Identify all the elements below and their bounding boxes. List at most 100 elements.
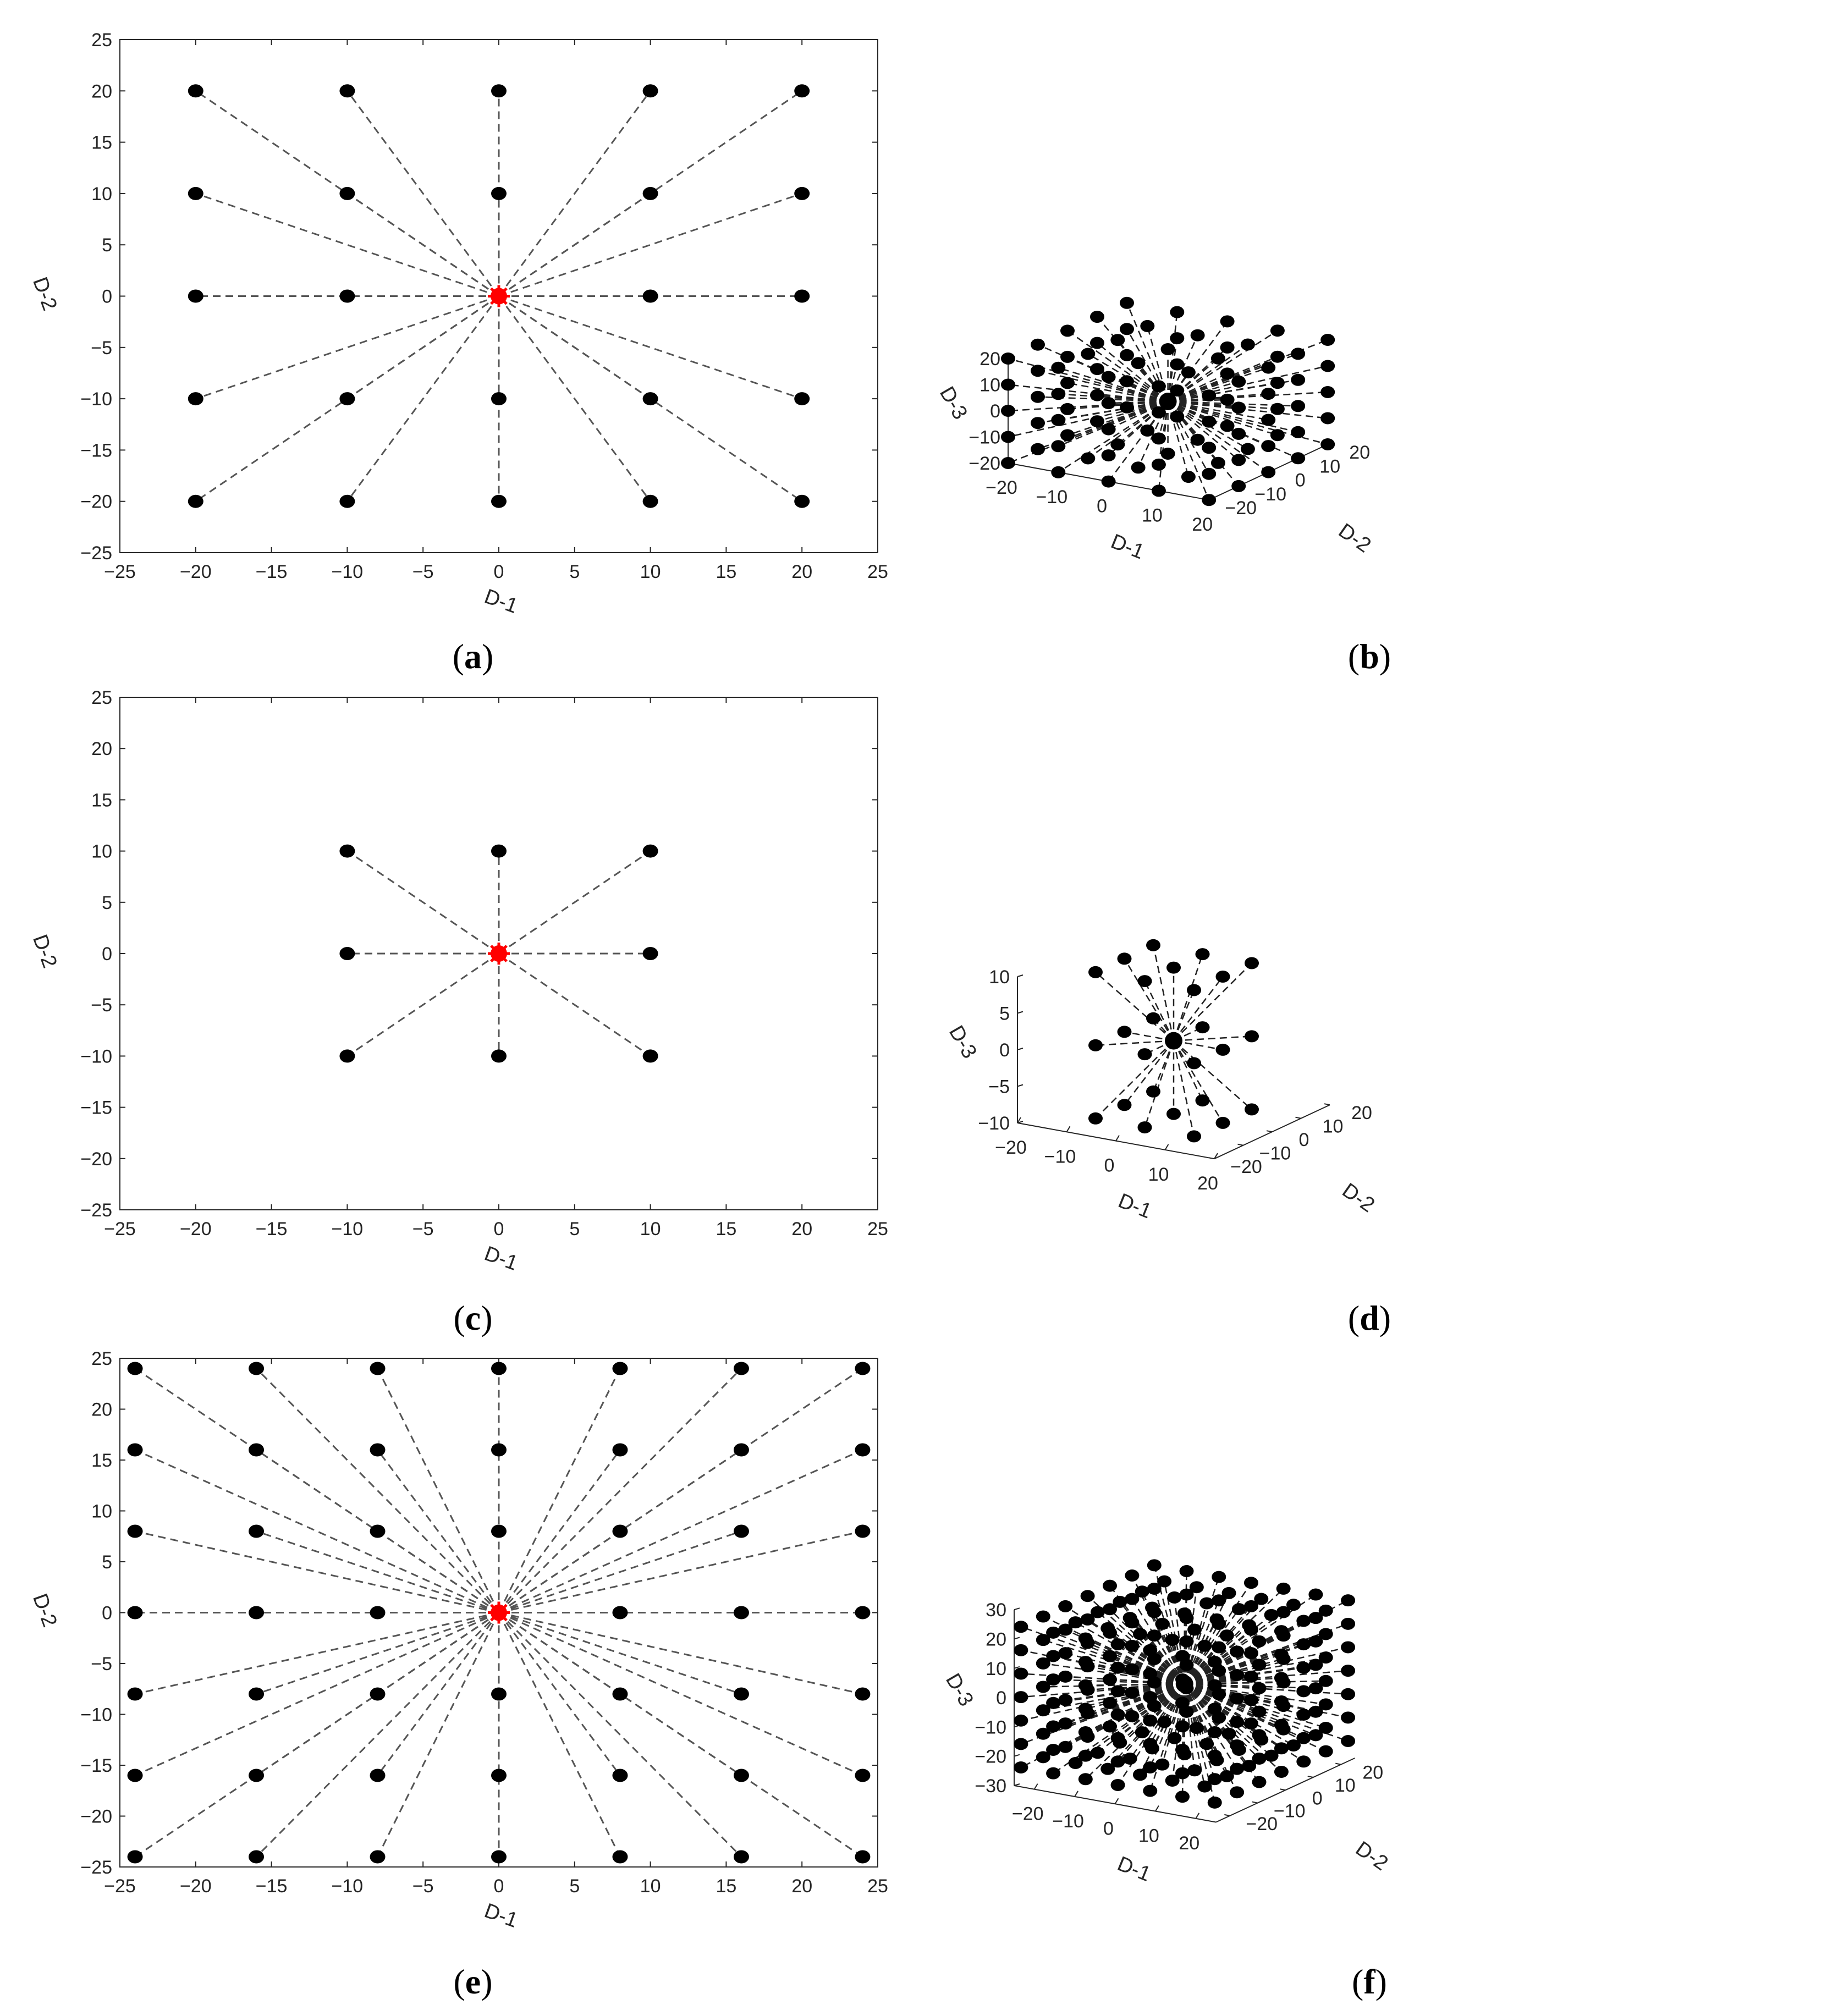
data-point: [1190, 329, 1205, 341]
data-point: [1318, 1698, 1333, 1711]
panel-e: −25 −20 −15 −10 −5 0 5 10 15 20 25 −25 −20 −15 −10 −5 0 5…: [28, 1348, 888, 1932]
data-point: [188, 392, 203, 406]
data-point: [1135, 1726, 1149, 1739]
data-point: [1014, 1621, 1028, 1633]
data-point: [1125, 1710, 1140, 1722]
data-point: [1245, 1103, 1259, 1116]
data-point: [1175, 1720, 1190, 1733]
data-point: [1207, 1679, 1222, 1692]
center-point: [1165, 1032, 1182, 1050]
data-point: [1270, 377, 1285, 389]
data-point: [1175, 1791, 1190, 1803]
ray-line: [1153, 1565, 1185, 1684]
data-point: [1051, 414, 1066, 426]
data-point: [1270, 429, 1285, 442]
data-point: [1110, 1778, 1125, 1791]
data-point: [1341, 1735, 1356, 1748]
data-point: [1207, 1726, 1222, 1738]
data-point: [1296, 1661, 1311, 1674]
data-point: [1031, 443, 1045, 455]
y-tick-mark: [1237, 1143, 1243, 1146]
data-point: [1143, 1714, 1158, 1727]
data-point: [188, 186, 203, 200]
x-tick-label: 0: [494, 1219, 504, 1240]
data-point: [1202, 389, 1217, 402]
data-point: [612, 1850, 628, 1864]
data-point: [1243, 1717, 1258, 1730]
data-point: [1207, 1749, 1222, 1762]
data-point: [1254, 1593, 1269, 1605]
data-point: [491, 1850, 507, 1864]
data-point: [1081, 348, 1096, 360]
ray-line: [346, 192, 499, 297]
data-point: [1131, 461, 1146, 474]
data-point: [1170, 358, 1185, 371]
data-point: [1274, 1718, 1289, 1731]
y-tick-label: 15: [91, 1450, 112, 1471]
x-tick-label: −10: [1052, 1811, 1084, 1832]
ray-line: [1184, 1582, 1252, 1684]
data-point: [1081, 452, 1096, 465]
data-point: [1177, 1607, 1192, 1620]
y-tick-label: 0: [1299, 1130, 1309, 1150]
data-point: [1207, 1773, 1222, 1786]
x-tick-label: −10: [332, 1219, 364, 1240]
data-point: [1101, 371, 1116, 383]
data-point: [1318, 1604, 1333, 1617]
data-point: [1151, 484, 1166, 497]
y-tick-label: 10: [91, 184, 112, 205]
ray-line: [1085, 1683, 1185, 1686]
y-tick-mark: [1335, 1762, 1341, 1765]
data-point: [1046, 1650, 1061, 1662]
data-point: [1001, 431, 1015, 443]
data-point: [1202, 415, 1217, 428]
y-tick-mark: [1324, 1103, 1330, 1106]
panel-a: −25 −20 −15 −10 −5 0 5 10 15 20 25 −25 −20 −15 −10 −5 0 5…: [28, 30, 888, 618]
data-point: [1058, 1694, 1073, 1706]
data-point: [1252, 1682, 1267, 1695]
data-point: [1113, 1595, 1127, 1608]
data-point: [1100, 1762, 1115, 1775]
data-point: [1242, 1619, 1257, 1632]
data-point: [855, 1443, 871, 1457]
data-point: [1175, 1650, 1190, 1662]
ray-line: [1149, 1683, 1185, 1721]
ray-line: [1008, 384, 1168, 403]
data-point: [1001, 405, 1015, 417]
ray-line: [1168, 393, 1269, 403]
z-tick-label: −10: [968, 427, 1000, 448]
data-point: [1245, 1030, 1259, 1043]
data-point: [249, 1524, 265, 1538]
x-tick-label: 20: [1192, 514, 1213, 535]
data-point: [127, 1524, 143, 1538]
ray-line: [1184, 1664, 1316, 1685]
data-point: [1122, 1753, 1137, 1765]
data-point: [1252, 1729, 1267, 1742]
x-tick-label: 20: [791, 1876, 812, 1897]
data-point: [1261, 361, 1276, 374]
ray-line: [1184, 1683, 1215, 1733]
x-tick-label: 25: [867, 561, 888, 582]
x-tick-label: 15: [716, 561, 736, 582]
data-point: [1286, 1739, 1301, 1752]
data-point: [1274, 1648, 1289, 1661]
y-tick-label: 25: [91, 1348, 112, 1369]
data-point: [1068, 1616, 1083, 1629]
y-tick-label: 20: [91, 1400, 112, 1420]
data-point: [1220, 393, 1235, 406]
ray-line: [256, 1612, 499, 1695]
data-point: [1261, 466, 1276, 478]
ray-line: [1167, 330, 1278, 403]
data-point: [1110, 334, 1125, 346]
ray-line: [498, 192, 802, 297]
data-point: [1060, 324, 1075, 337]
data-point: [1145, 1601, 1160, 1614]
data-point: [1296, 1615, 1311, 1627]
data-point: [1125, 1639, 1140, 1652]
data-point: [642, 186, 658, 200]
data-point: [1230, 1692, 1245, 1705]
data-point: [1036, 1657, 1050, 1670]
z-tick-label: 30: [986, 1600, 1006, 1621]
